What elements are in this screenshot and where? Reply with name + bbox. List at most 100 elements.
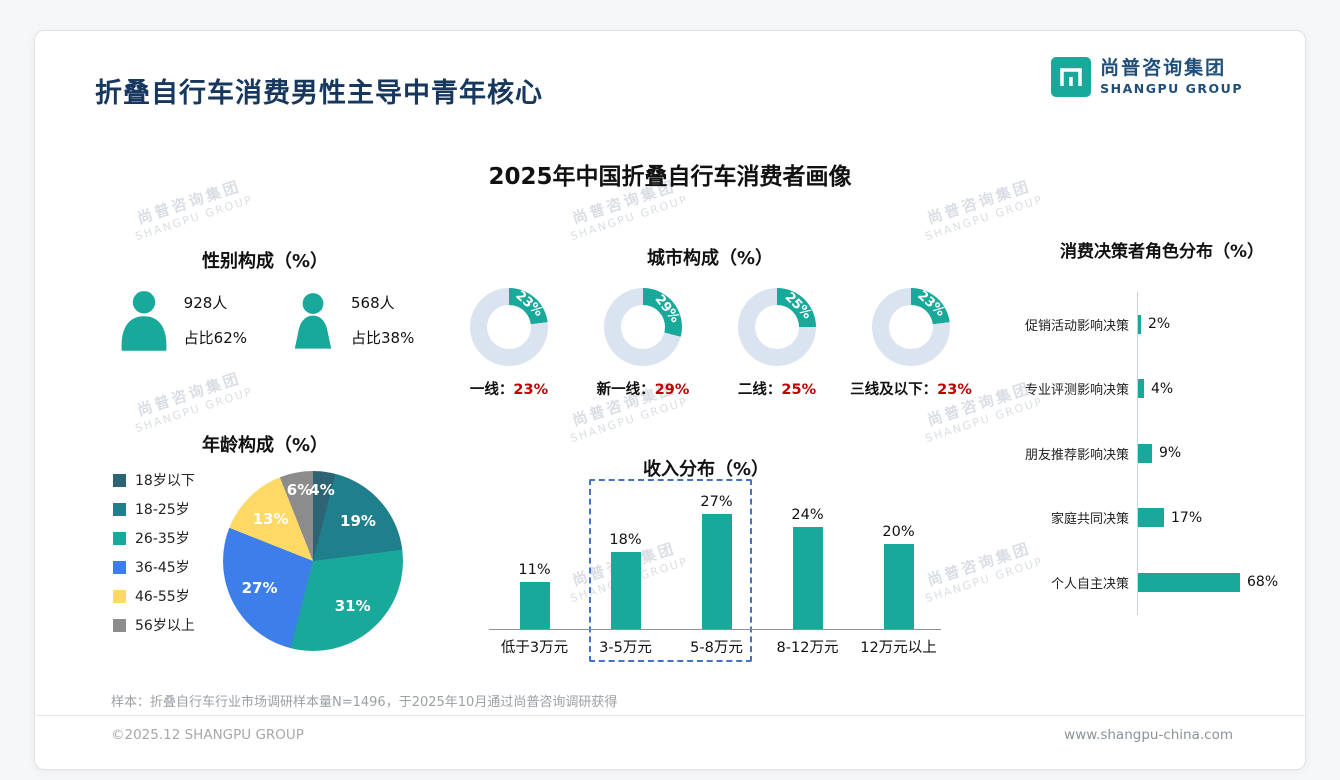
bar-value-label: 11% — [518, 562, 551, 578]
female-icon — [294, 293, 332, 349]
donut-hole — [487, 305, 531, 349]
x-axis-label: 3-5万元 — [599, 640, 652, 656]
slide-card: 尚普咨询集团 SHANGPU GROUP 尚普咨询集团 SHANGPU GROUP … — [34, 30, 1306, 770]
donut-group-tier1: 23% 一线：23% — [445, 288, 573, 399]
pie-slice-label: 4% — [309, 480, 335, 499]
copyright-text: ©2025.12 SHANGPU GROUP — [111, 727, 304, 743]
income-bar-group: 24% — [762, 507, 853, 629]
x-axis-label: 5-8万元 — [690, 640, 743, 656]
decision-heading: 消费决策者角色分布（%） — [1059, 242, 1265, 262]
decision-track: 68% — [1137, 550, 1305, 615]
watermark-en: SHANGPU GROUP — [133, 192, 255, 244]
watermark-en: SHANGPU GROUP — [568, 192, 690, 244]
bar — [610, 552, 641, 629]
bar-value-label: 2% — [1148, 316, 1171, 333]
donut-caption-value: 23% — [937, 382, 972, 398]
bar-value-label: 9% — [1159, 445, 1182, 462]
bar — [701, 514, 732, 629]
bar — [883, 544, 914, 629]
legend-item: 46-55岁 — [113, 587, 195, 605]
bar-value-label: 68% — [1247, 574, 1279, 591]
decision-label: 促销活动影响决策 — [1024, 318, 1129, 334]
bar — [1138, 508, 1164, 528]
donut-group-tier3: 23% 三线及以下：23% — [847, 288, 975, 399]
decision-track: 4% — [1137, 356, 1305, 421]
logo-name-cn: 尚普咨询集团 — [1100, 57, 1227, 80]
x-axis-label: 低于3万元 — [500, 640, 569, 656]
decision-label: 朋友推荐影响决策 — [1024, 447, 1129, 463]
watermark-cn: 尚普咨询集团 — [134, 369, 244, 420]
logo: 尚普咨询集团 SHANGPU GROUP — [1051, 57, 1243, 97]
legend-label: 36-45岁 — [135, 560, 190, 576]
income-bars: 11% 18% 27% 24% 20% — [489, 479, 944, 629]
donut-hole — [755, 305, 799, 349]
income-heading: 收入分布（%） — [642, 459, 770, 480]
legend-label: 18-25岁 — [135, 502, 190, 518]
legend-label: 18岁以下 — [135, 473, 195, 489]
gender-heading: 性别构成（%） — [201, 251, 329, 272]
website-link[interactable]: www.shangpu-china.com — [1064, 727, 1233, 743]
legend-swatch — [113, 531, 126, 545]
donut-caption-value: 29% — [654, 382, 690, 398]
donut-caption-value: 25% — [781, 382, 817, 398]
x-axis-line — [489, 629, 941, 630]
bar — [519, 582, 550, 629]
donut-group-tier2: 25% 二线：25% — [713, 288, 841, 399]
male-icon — [121, 291, 167, 351]
donut-caption-text: 一线： — [469, 382, 514, 398]
decision-label: 家庭共同决策 — [1050, 512, 1129, 528]
gender-section: 性别构成（%） 928人 占比62% 568人 占比3 — [85, 247, 445, 351]
legend-swatch — [113, 502, 126, 516]
male-stats: 928人 占比62% — [184, 292, 247, 348]
donut-caption-text: 三线及以下： — [850, 382, 938, 398]
male-count: 928人 — [183, 294, 228, 312]
income-bar-group: 27% — [671, 494, 762, 629]
gender-item-male: 928人 占比62% — [116, 289, 247, 351]
donut-hole — [621, 305, 665, 349]
bar-value-label: 18% — [609, 532, 642, 548]
income-x-labels: 低于3万元 3-5万元 5-8万元 8-12万元 12万元以上 — [489, 636, 944, 657]
decision-row: 促销活动影响决策 2% — [1019, 292, 1305, 357]
donut-caption-tier3: 三线及以下：23% — [850, 378, 972, 399]
income-chart: 11% 18% 27% 24% 20% 低于3万元 3-5万元 5-8万元 8-… — [489, 479, 949, 694]
income-bar-group: 18% — [580, 532, 671, 629]
male-share: 占比62% — [183, 329, 247, 347]
legend-item: 36-45岁 — [113, 558, 195, 576]
bar-value-label: 27% — [700, 494, 733, 510]
decision-row: 专业评测影响决策 4% — [1019, 356, 1305, 421]
logo-text: 尚普咨询集团 SHANGPU GROUP — [1100, 57, 1243, 96]
legend-item: 56岁以上 — [113, 616, 195, 634]
sample-footnote: 样本：折叠自行车行业市场调研样本量N=1496，于2025年10月通过尚普咨询调… — [111, 695, 618, 710]
city-heading: 城市构成（%） — [646, 248, 774, 269]
slide-subtitle: 2025年中国折叠自行车消费者画像 — [488, 164, 852, 190]
logo-icon — [1051, 57, 1092, 97]
x-axis-label: 12万元以上 — [860, 640, 937, 656]
legend-item: 26-35岁 — [113, 529, 195, 547]
age-pie: 4% 19% 31% 27% 13% 6% — [223, 471, 403, 651]
pie-slice-label: 13% — [252, 509, 289, 528]
gender-row: 928人 占比62% 568人 占比38% — [85, 289, 445, 351]
donut-caption-tier2: 二线：25% — [738, 378, 816, 399]
female-stats: 568人 占比38% — [351, 292, 414, 348]
legend-swatch — [113, 618, 126, 632]
donut-chart-tier3: 23% — [872, 288, 950, 366]
bar-value-label: 24% — [791, 507, 824, 523]
pie-slice-label: 31% — [334, 597, 371, 615]
legend-item: 18岁以下 — [113, 471, 195, 489]
legend-swatch — [113, 560, 126, 574]
decision-row: 朋友推荐影响决策 9% — [1019, 421, 1305, 486]
income-bar-group: 20% — [853, 524, 944, 629]
bar-value-label: 20% — [882, 524, 915, 540]
legend-label: 56岁以上 — [135, 618, 195, 634]
age-legend: 18岁以下 18-25岁 26-35岁 36-45岁 46-55岁 56岁以上 — [113, 471, 195, 645]
legend-swatch — [113, 589, 126, 603]
donut-group-new-tier1: 29% 新一线：29% — [579, 288, 707, 399]
bar — [1138, 443, 1152, 463]
bar — [792, 527, 823, 629]
donut-caption-text: 新一线： — [596, 382, 655, 398]
donut-caption-value: 23% — [513, 382, 549, 398]
bar-value-label: 17% — [1171, 509, 1203, 526]
decision-row: 个人自主决策 68% — [1019, 550, 1305, 615]
age-heading: 年龄构成（%） — [201, 435, 329, 456]
bar — [1138, 379, 1144, 399]
